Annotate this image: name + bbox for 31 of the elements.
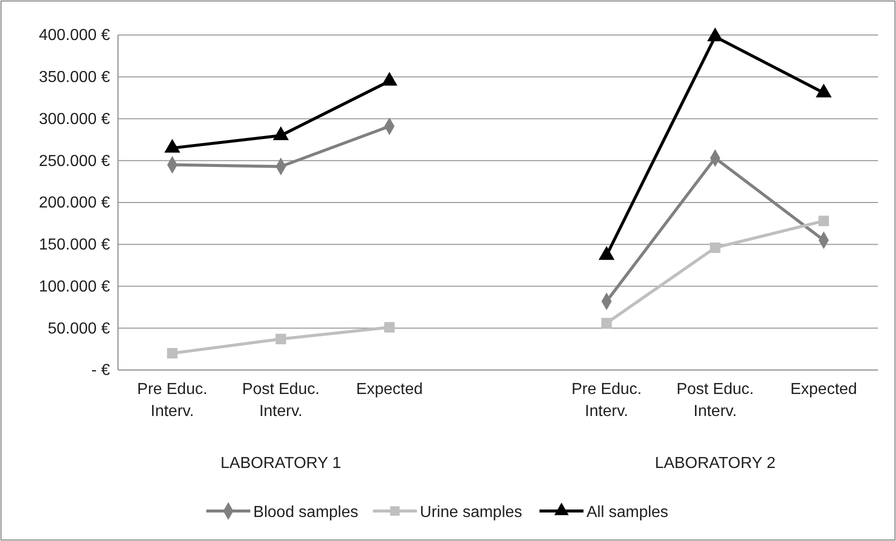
point — [818, 216, 829, 226]
text: LABORATORY 1 — [220, 455, 342, 472]
y-tick-label: 50.000 € — [48, 320, 110, 338]
y-tick-label: 250.000 € — [38, 152, 110, 170]
x-tick-label: Pre Educ. Interv. — [137, 381, 208, 420]
y-tick-label: 100.000 € — [38, 278, 110, 296]
point — [381, 72, 398, 86]
point — [816, 84, 832, 98]
x-tick-label: Pre Educ. Interv. — [571, 381, 642, 420]
legend-label: Blood samples — [253, 504, 358, 521]
x-tick-label: Expected — [356, 381, 423, 398]
legend-label: All samples — [586, 504, 668, 521]
y-tick-label: - € — [91, 362, 110, 380]
point — [276, 334, 286, 344]
y-tick-label: 300.000 € — [38, 110, 110, 128]
point — [167, 348, 178, 358]
text: LABORATORY 2 — [654, 455, 776, 472]
y-tick-label: 350.000 € — [38, 68, 110, 86]
point — [272, 126, 289, 140]
y-tick-label: 400.000 € — [38, 27, 110, 44]
x-tick-label: Expected — [790, 381, 858, 398]
point — [710, 242, 720, 253]
x-tick-label: Post Educ. Interv. — [242, 381, 320, 420]
y-tick-label: 200.000 € — [38, 194, 110, 212]
point — [384, 322, 395, 333]
y-tick-label: 150.000 € — [38, 236, 110, 254]
point — [707, 27, 724, 42]
point — [164, 138, 180, 153]
x-tick-label: Post Educ. Interv. — [676, 381, 754, 420]
point — [601, 318, 612, 328]
legend-label: Urine samples — [420, 504, 522, 521]
